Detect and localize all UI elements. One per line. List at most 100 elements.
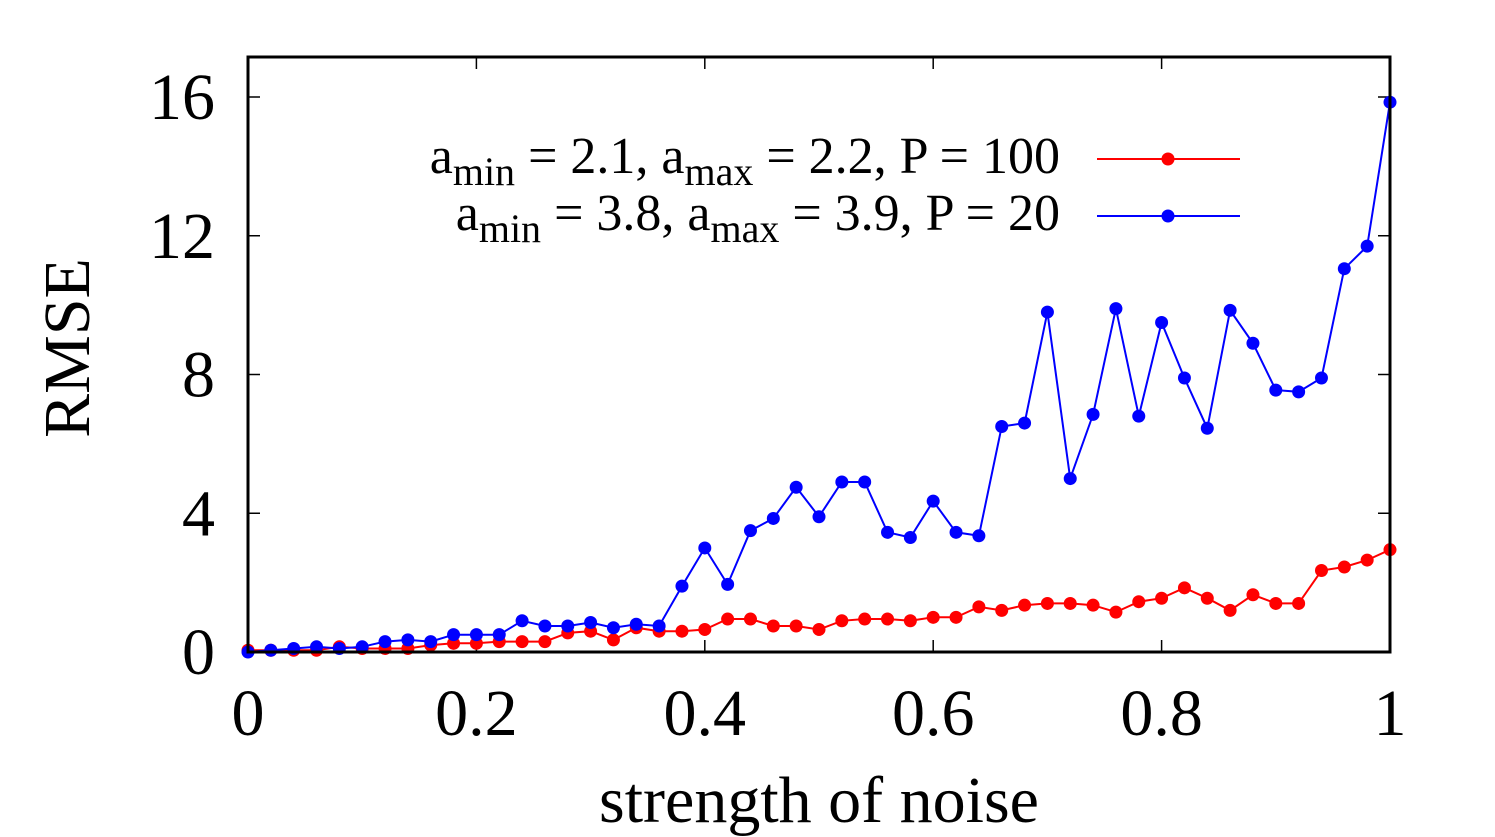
- series-1-point: [1360, 553, 1374, 567]
- y-tick-labels: 0 4 8 12 16: [149, 61, 215, 689]
- y-tick-label: 16: [149, 61, 215, 134]
- series-2-point: [789, 480, 803, 494]
- series-1-point: [1223, 603, 1237, 617]
- series-2-point: [1155, 315, 1169, 329]
- legend-subscript: min: [453, 149, 515, 194]
- series-2-point: [1132, 409, 1146, 423]
- series-1-point: [812, 622, 826, 636]
- x-tick-label: 1: [1374, 677, 1407, 750]
- legend-text: a: [456, 185, 479, 242]
- series-2-point: [515, 614, 529, 628]
- series-1-point: [1132, 595, 1146, 609]
- legend-subscript: max: [710, 206, 779, 251]
- series-1-point: [903, 614, 917, 628]
- series-1-point: [1314, 563, 1328, 577]
- x-tick-label: 0: [232, 677, 265, 750]
- series-1-point: [835, 614, 849, 628]
- y-tick-label: 0: [182, 616, 215, 689]
- x-axis-label: strength of noise: [599, 764, 1039, 837]
- series-2-point: [1018, 416, 1032, 430]
- series-2-point: [310, 640, 324, 654]
- series-1-point: [1337, 560, 1351, 574]
- series-2-point: [1040, 305, 1054, 319]
- series-2-point: [835, 475, 849, 489]
- x-tick-label: 0.8: [1120, 677, 1203, 750]
- series-2-point: [903, 531, 917, 545]
- series-2-point: [401, 633, 415, 647]
- series-2-point: [606, 621, 620, 635]
- series-2-point: [698, 541, 712, 555]
- series-2-point: [469, 628, 483, 642]
- series-1-point: [789, 619, 803, 633]
- x-tick-label: 0.4: [664, 677, 747, 750]
- series-1-point: [1269, 596, 1283, 610]
- legend-text: a: [430, 128, 453, 185]
- series-1-point: [926, 610, 940, 624]
- x-tick-label: 0.6: [892, 677, 975, 750]
- series-1-point: [606, 633, 620, 647]
- series-2-point: [652, 619, 666, 633]
- series-2-point: [812, 510, 826, 524]
- x-tick-labels: 0 0.2 0.4 0.6 0.8 1: [232, 677, 1407, 750]
- series-2-point: [378, 635, 392, 649]
- series-2-point: [766, 511, 780, 525]
- series-1-point: [675, 624, 689, 638]
- legend-subscript: max: [684, 149, 753, 194]
- series-2-point: [584, 616, 598, 630]
- series-2-point: [1063, 472, 1077, 486]
- series-2-point: [1292, 385, 1306, 399]
- legend-text: = 2.2, P = 100: [753, 128, 1060, 185]
- series-1-point: [995, 603, 1009, 617]
- series-1-point: [766, 619, 780, 633]
- legend-label-2: amin = 3.8, amax = 3.9, P = 20: [456, 185, 1060, 251]
- legend-subscript: min: [479, 206, 541, 251]
- legend-text: = 3.9, P = 20: [779, 185, 1060, 242]
- series-2-point: [1086, 407, 1100, 421]
- series-2-point: [949, 525, 963, 539]
- series-2-point: [972, 529, 986, 543]
- series-1-point: [1109, 605, 1123, 619]
- x-tick-label: 0.2: [435, 677, 518, 750]
- y-tick-label: 12: [149, 200, 215, 273]
- series-2-point: [1360, 239, 1374, 253]
- series-1-point: [949, 610, 963, 624]
- series-2-point: [881, 525, 895, 539]
- legend-marker-1: [1161, 152, 1175, 166]
- series-1-point: [515, 635, 529, 649]
- series-1-point: [1177, 581, 1191, 595]
- series-1-point: [1155, 591, 1169, 605]
- legend-text: = 3.8, a: [541, 185, 710, 242]
- series-1-point: [858, 612, 872, 626]
- y-axis-label: RMSE: [31, 258, 104, 438]
- series-2-point: [629, 617, 643, 631]
- series-1-point: [1086, 598, 1100, 612]
- series-1-point: [698, 622, 712, 636]
- legend-marker-2: [1161, 209, 1175, 223]
- series-2-point: [538, 619, 552, 633]
- series-2-point: [675, 579, 689, 593]
- series-2-point: [743, 524, 757, 538]
- y-tick-label: 4: [182, 477, 215, 550]
- series-2-point: [1246, 336, 1260, 350]
- series-1-point: [881, 612, 895, 626]
- series-2-point: [355, 640, 369, 654]
- series-2-point: [1337, 262, 1351, 276]
- series-2-point: [264, 643, 278, 657]
- series-2-point: [492, 628, 506, 642]
- series-2-point: [561, 619, 575, 633]
- legend-text: = 2.1, a: [515, 128, 684, 185]
- series-2-point: [1200, 421, 1214, 435]
- series-1-point: [538, 635, 552, 649]
- y-tick-label: 8: [182, 339, 215, 412]
- series-2-point: [447, 628, 461, 642]
- series-2-point: [995, 420, 1009, 434]
- series-1-point: [1292, 596, 1306, 610]
- series-1-point: [1246, 588, 1260, 602]
- series-1-point: [743, 612, 757, 626]
- series-2-point: [721, 577, 735, 591]
- series-1-point: [721, 612, 735, 626]
- series-1-point: [1063, 596, 1077, 610]
- series-1-point: [1200, 591, 1214, 605]
